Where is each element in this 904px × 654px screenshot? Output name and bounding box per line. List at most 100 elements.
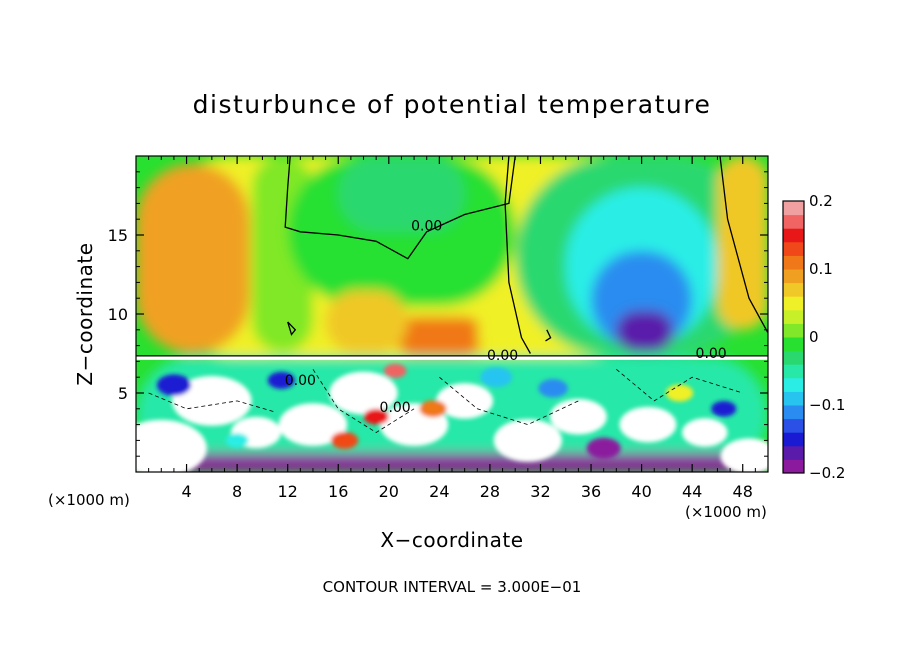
field-region-13 bbox=[717, 156, 768, 330]
field-region-2 bbox=[136, 163, 250, 354]
colorbar-label-3: −0.1 bbox=[809, 396, 845, 414]
contour-dashed-3 bbox=[616, 368, 743, 402]
contour-dashed-2 bbox=[439, 376, 579, 426]
contour-line-1 bbox=[504, 156, 531, 354]
contour-lines bbox=[136, 156, 768, 433]
boundary-patch-9 bbox=[619, 406, 677, 443]
boundary-layer bbox=[136, 355, 768, 472]
colorbar-band-17 bbox=[783, 228, 804, 243]
colorbar-band-13 bbox=[783, 282, 804, 297]
x-tick-label-4: 20 bbox=[379, 482, 399, 501]
colorbar-label-0: 0.2 bbox=[809, 192, 833, 210]
x-tick-label-8: 36 bbox=[581, 482, 601, 501]
contour-label-3: 0.00 bbox=[285, 373, 316, 389]
field-region-12 bbox=[616, 310, 674, 352]
field-region-6 bbox=[395, 317, 484, 356]
field-region-8 bbox=[477, 314, 535, 354]
boundary-patch-11 bbox=[720, 438, 768, 472]
chart-title: disturbunce of potential temperature bbox=[193, 90, 712, 119]
boundary-patch-1 bbox=[172, 376, 252, 426]
boundary-patch-8 bbox=[549, 398, 607, 435]
colorbar-band-9 bbox=[783, 337, 804, 352]
x-tick-label-9: 40 bbox=[631, 482, 651, 501]
contour-dashed-1 bbox=[312, 369, 415, 433]
contour-label-2: 0.00 bbox=[696, 346, 727, 362]
boundary-patch-12 bbox=[156, 374, 191, 396]
colorbar-band-8 bbox=[783, 350, 804, 365]
colorbar-band-10 bbox=[783, 323, 804, 338]
boundary-patch-0 bbox=[136, 419, 207, 472]
contour-label-1: 0.00 bbox=[487, 348, 518, 364]
boundary-patch-13 bbox=[267, 371, 296, 389]
x-axis: 4 8 12 16 20 24 28 32 36 40 44 48 bbox=[148, 156, 756, 501]
colorbar-band-14 bbox=[783, 269, 804, 284]
contour-interval-note: CONTOUR INTERVAL = 3.000E−01 bbox=[323, 578, 582, 596]
boundary-patch-10 bbox=[682, 418, 728, 447]
colorbar-band-3 bbox=[783, 418, 804, 433]
contour-line-2 bbox=[719, 156, 768, 334]
colorbar-label-4: −0.2 bbox=[809, 464, 845, 482]
colorbar-band-6 bbox=[783, 377, 804, 392]
inversion-band bbox=[136, 355, 768, 360]
boundary-patch-15 bbox=[363, 408, 389, 425]
colorbar-band-19 bbox=[783, 201, 804, 216]
boundary-patch-22 bbox=[383, 363, 407, 378]
y-axis: 5 10 15 bbox=[108, 171, 768, 457]
contour-labels: 0.00 0.00 0.00 0.00 0.00 bbox=[285, 218, 727, 416]
x-tick-label-0: 4 bbox=[181, 482, 191, 501]
boundary-patch-21 bbox=[711, 400, 737, 417]
x-tick-label-11: 48 bbox=[733, 482, 753, 501]
x-unit-label: (×1000 m) bbox=[685, 503, 767, 521]
colorbar-band-7 bbox=[783, 364, 804, 379]
boundary-patch-19 bbox=[586, 437, 621, 459]
boundary-patch-3 bbox=[278, 403, 348, 446]
boundary-patch-14 bbox=[330, 431, 359, 449]
y-tick-label-2: 15 bbox=[108, 226, 128, 245]
boundary-patch-7 bbox=[493, 419, 562, 462]
x-tick-label-2: 12 bbox=[278, 482, 298, 501]
field-region-7 bbox=[325, 290, 408, 354]
colorbar-band-2 bbox=[783, 432, 804, 447]
colorbar-label-2: 0 bbox=[809, 328, 819, 346]
x-tick-label-5: 24 bbox=[429, 482, 449, 501]
y-axis-title: Z−coordinate bbox=[73, 242, 97, 385]
y-tick-label-1: 10 bbox=[108, 305, 128, 324]
colorbar-band-0 bbox=[783, 459, 804, 474]
y-unit-label: (×1000 m) bbox=[48, 491, 130, 509]
x-tick-label-1: 8 bbox=[232, 482, 242, 501]
colorbar-frame bbox=[782, 200, 805, 474]
boundary-patch-4 bbox=[329, 371, 398, 415]
y-tick-label-0: 5 bbox=[118, 384, 128, 403]
colorbar-labels: 0.2 0.1 0 −0.1 −0.2 bbox=[809, 192, 845, 482]
colorbar-band-15 bbox=[783, 255, 804, 270]
x-tick-label-7: 32 bbox=[530, 482, 550, 501]
colorbar-label-1: 0.1 bbox=[809, 260, 833, 278]
colorbar-band-5 bbox=[783, 391, 804, 406]
colorbar-band-16 bbox=[783, 241, 804, 256]
boundary-patch-20 bbox=[665, 384, 694, 402]
colorbar-band-18 bbox=[783, 214, 804, 229]
contour-label-4: 0.00 bbox=[380, 400, 411, 416]
plot-area: 0.00 0.00 0.00 0.00 0.00 bbox=[136, 156, 768, 472]
colorbar: 0.2 0.1 0 −0.1 −0.2 bbox=[782, 192, 845, 482]
contour-line-4 bbox=[287, 321, 297, 336]
contour-line-5 bbox=[545, 329, 552, 342]
x-tick-label-6: 28 bbox=[480, 482, 500, 501]
x-tick-label-10: 44 bbox=[682, 482, 702, 501]
colorbar-band-12 bbox=[783, 296, 804, 311]
colorbar-band-1 bbox=[783, 445, 804, 460]
boundary-patch-6 bbox=[436, 383, 494, 419]
contour-line-0 bbox=[284, 156, 516, 260]
contour-dashed-0 bbox=[148, 392, 276, 413]
x-tick-label-3: 16 bbox=[328, 482, 348, 501]
colorbar-band-4 bbox=[783, 405, 804, 420]
x-axis-title: X−coordinate bbox=[380, 528, 523, 552]
contour-label-0: 0.00 bbox=[411, 218, 442, 234]
boundary-patch-17 bbox=[480, 367, 513, 388]
boundary-patch-18 bbox=[538, 379, 568, 398]
colorbar-band-11 bbox=[783, 309, 804, 324]
boundary-patch-16 bbox=[419, 400, 447, 418]
field-region-5 bbox=[338, 156, 465, 232]
boundary-patch-23 bbox=[225, 433, 249, 448]
